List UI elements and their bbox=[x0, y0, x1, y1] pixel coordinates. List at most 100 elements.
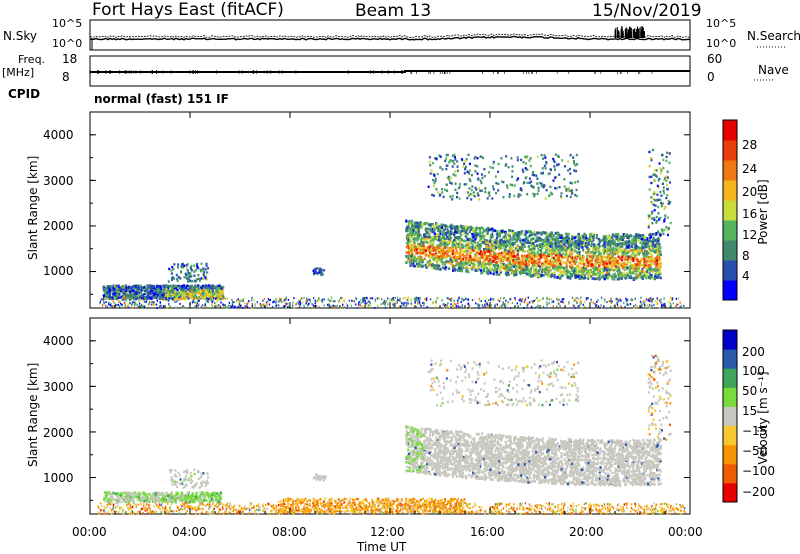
power-cell bbox=[514, 268, 517, 271]
power-cell bbox=[394, 304, 396, 307]
power-cell bbox=[474, 246, 477, 250]
power-cell bbox=[618, 266, 621, 269]
power-cell bbox=[413, 264, 416, 268]
power-cell bbox=[615, 237, 618, 240]
power-cell bbox=[637, 252, 640, 255]
power-cell bbox=[156, 287, 159, 290]
power-cell bbox=[590, 259, 594, 263]
power-cell bbox=[602, 267, 605, 270]
power-cell bbox=[413, 254, 416, 258]
power-cell bbox=[149, 290, 152, 293]
power-cell bbox=[561, 266, 564, 269]
power-cell bbox=[601, 244, 604, 247]
power-cell bbox=[635, 256, 638, 260]
power-cell bbox=[607, 273, 610, 276]
power-cell bbox=[364, 302, 366, 305]
power-cell bbox=[213, 297, 216, 301]
power-cell bbox=[641, 267, 644, 271]
power-cell bbox=[521, 262, 524, 266]
power-cell bbox=[121, 285, 124, 288]
power-cell bbox=[108, 288, 111, 292]
power-cell bbox=[146, 297, 149, 300]
power-cell bbox=[408, 260, 411, 263]
power-cell bbox=[495, 268, 498, 271]
power-cell bbox=[446, 241, 449, 244]
power-cell bbox=[405, 245, 409, 249]
power-cell bbox=[509, 253, 512, 256]
power-cell bbox=[525, 236, 528, 239]
power-cell bbox=[421, 222, 424, 226]
power-cell bbox=[148, 297, 150, 300]
power-cell bbox=[533, 230, 536, 234]
power-cell bbox=[613, 278, 616, 281]
power-cell bbox=[588, 263, 591, 267]
power-cell bbox=[548, 302, 550, 305]
power-cell bbox=[537, 269, 541, 273]
power-cell bbox=[416, 225, 419, 228]
power-cell bbox=[626, 233, 629, 237]
power-cell bbox=[462, 257, 465, 261]
power-cell bbox=[608, 300, 610, 302]
power-cell bbox=[588, 272, 591, 276]
power-cell bbox=[630, 266, 633, 270]
power-cell bbox=[505, 299, 507, 302]
power-cell bbox=[308, 302, 310, 305]
power-cell bbox=[428, 263, 431, 266]
power-cell bbox=[544, 260, 548, 263]
power-cell bbox=[424, 233, 427, 236]
power-cell bbox=[201, 287, 204, 290]
power-cell bbox=[127, 306, 130, 309]
power-cell bbox=[656, 276, 659, 279]
power-cell bbox=[486, 239, 489, 242]
power-cell bbox=[489, 264, 492, 268]
power-cell bbox=[429, 240, 432, 243]
power-cell bbox=[489, 258, 492, 261]
power-cell bbox=[141, 287, 144, 291]
power-cell bbox=[528, 258, 531, 261]
power-cell bbox=[588, 248, 591, 251]
power-cell bbox=[571, 265, 574, 269]
power-cell bbox=[254, 306, 256, 309]
power-cell bbox=[431, 238, 434, 241]
power-cell bbox=[569, 244, 572, 247]
power-cell bbox=[192, 290, 195, 293]
power-cell bbox=[197, 286, 200, 289]
power-cell bbox=[607, 249, 610, 253]
power-cell bbox=[486, 266, 489, 270]
power-cell bbox=[598, 248, 601, 252]
power-cell bbox=[474, 238, 477, 241]
power-cell bbox=[489, 233, 493, 237]
power-cell bbox=[152, 285, 155, 288]
power-cell bbox=[143, 289, 146, 292]
power-cell bbox=[272, 301, 274, 304]
power-cell bbox=[498, 273, 501, 276]
power-cell bbox=[147, 305, 150, 308]
power-cell bbox=[478, 227, 481, 230]
power-cell bbox=[516, 236, 520, 240]
power-cell bbox=[617, 259, 620, 263]
power-cell bbox=[408, 233, 411, 236]
power-cell bbox=[137, 287, 140, 290]
power-cell bbox=[527, 269, 530, 272]
power-cell bbox=[505, 271, 508, 274]
power-cell bbox=[455, 263, 458, 266]
power-cell bbox=[523, 241, 526, 245]
power-cell bbox=[498, 260, 501, 264]
power-cell bbox=[433, 301, 435, 304]
power-cell bbox=[599, 306, 601, 309]
power-cell bbox=[610, 262, 613, 265]
power-cell bbox=[495, 236, 499, 240]
power-cell bbox=[655, 263, 658, 267]
power-cell bbox=[342, 303, 344, 306]
power-cell bbox=[457, 251, 460, 255]
power-cell bbox=[123, 296, 126, 299]
power-cell bbox=[504, 268, 507, 272]
power-cell bbox=[440, 242, 443, 245]
power-cell bbox=[561, 234, 564, 237]
power-cell bbox=[455, 244, 459, 248]
power-cell bbox=[414, 225, 417, 228]
power-cell bbox=[536, 244, 539, 247]
power-cell bbox=[512, 250, 515, 253]
power-cell bbox=[185, 290, 188, 293]
